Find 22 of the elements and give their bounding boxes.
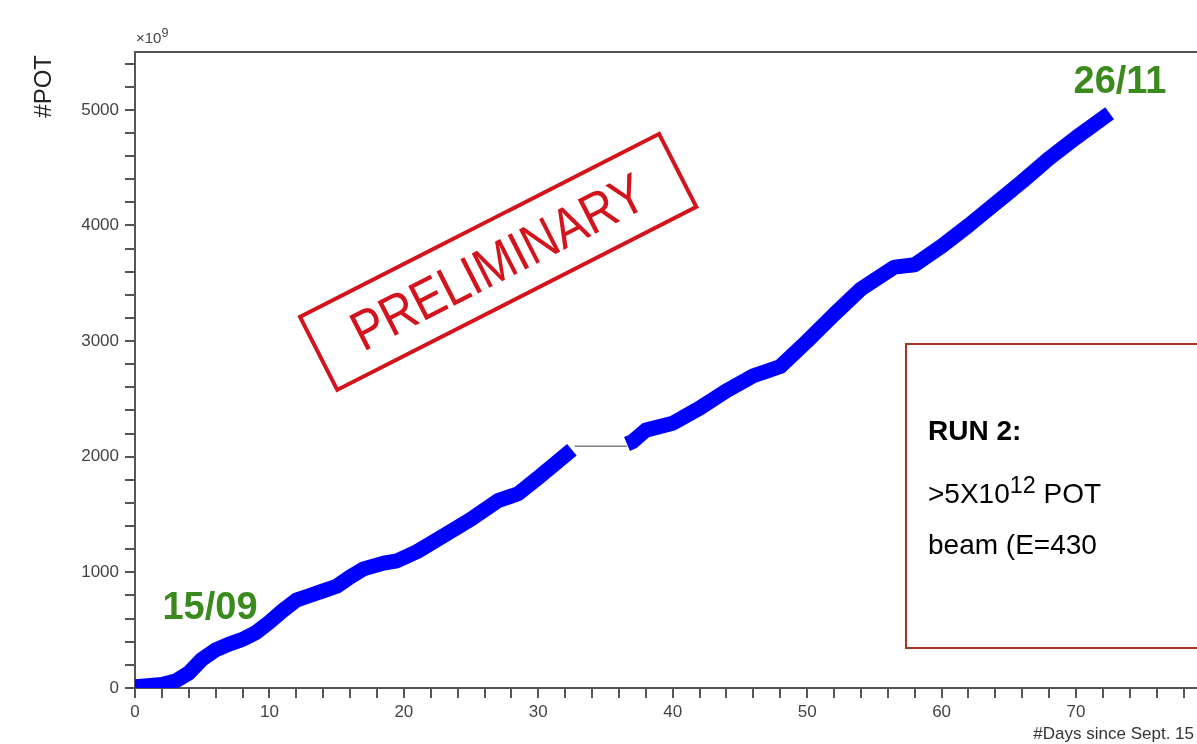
x-axis-title: #Days since Sept. 15 bbox=[1033, 724, 1194, 744]
annotation: beam (E=430 bbox=[928, 529, 1097, 561]
annotation: RUN 2: bbox=[928, 415, 1022, 447]
x-tick-label: 10 bbox=[259, 701, 279, 721]
annotation: 26/11 bbox=[1073, 58, 1167, 102]
x-tick-label: 70 bbox=[1066, 701, 1086, 721]
y-tick-label: 0 bbox=[109, 677, 119, 697]
text: ×10$^{9}$ bbox=[136, 26, 169, 46]
x-tick-label: 0 bbox=[130, 701, 140, 721]
x-tick-label: 40 bbox=[663, 701, 683, 721]
y-tick-label: 5000 bbox=[81, 99, 119, 119]
x-tick-label: 30 bbox=[528, 701, 548, 721]
annotation: >5X10$^{12}$ POT bbox=[928, 472, 1102, 511]
annotation: 15/09 bbox=[162, 584, 258, 628]
x-tick-label: 50 bbox=[797, 701, 817, 721]
x-tick-label: 20 bbox=[394, 701, 414, 721]
y-tick-label: 3000 bbox=[81, 330, 119, 350]
x-tick-label: 60 bbox=[932, 701, 952, 721]
y-axis-title: #POT bbox=[28, 55, 57, 120]
y-tick-label: 4000 bbox=[81, 215, 119, 235]
y-tick-label: 1000 bbox=[81, 562, 119, 582]
y-tick-label: 2000 bbox=[81, 446, 119, 466]
